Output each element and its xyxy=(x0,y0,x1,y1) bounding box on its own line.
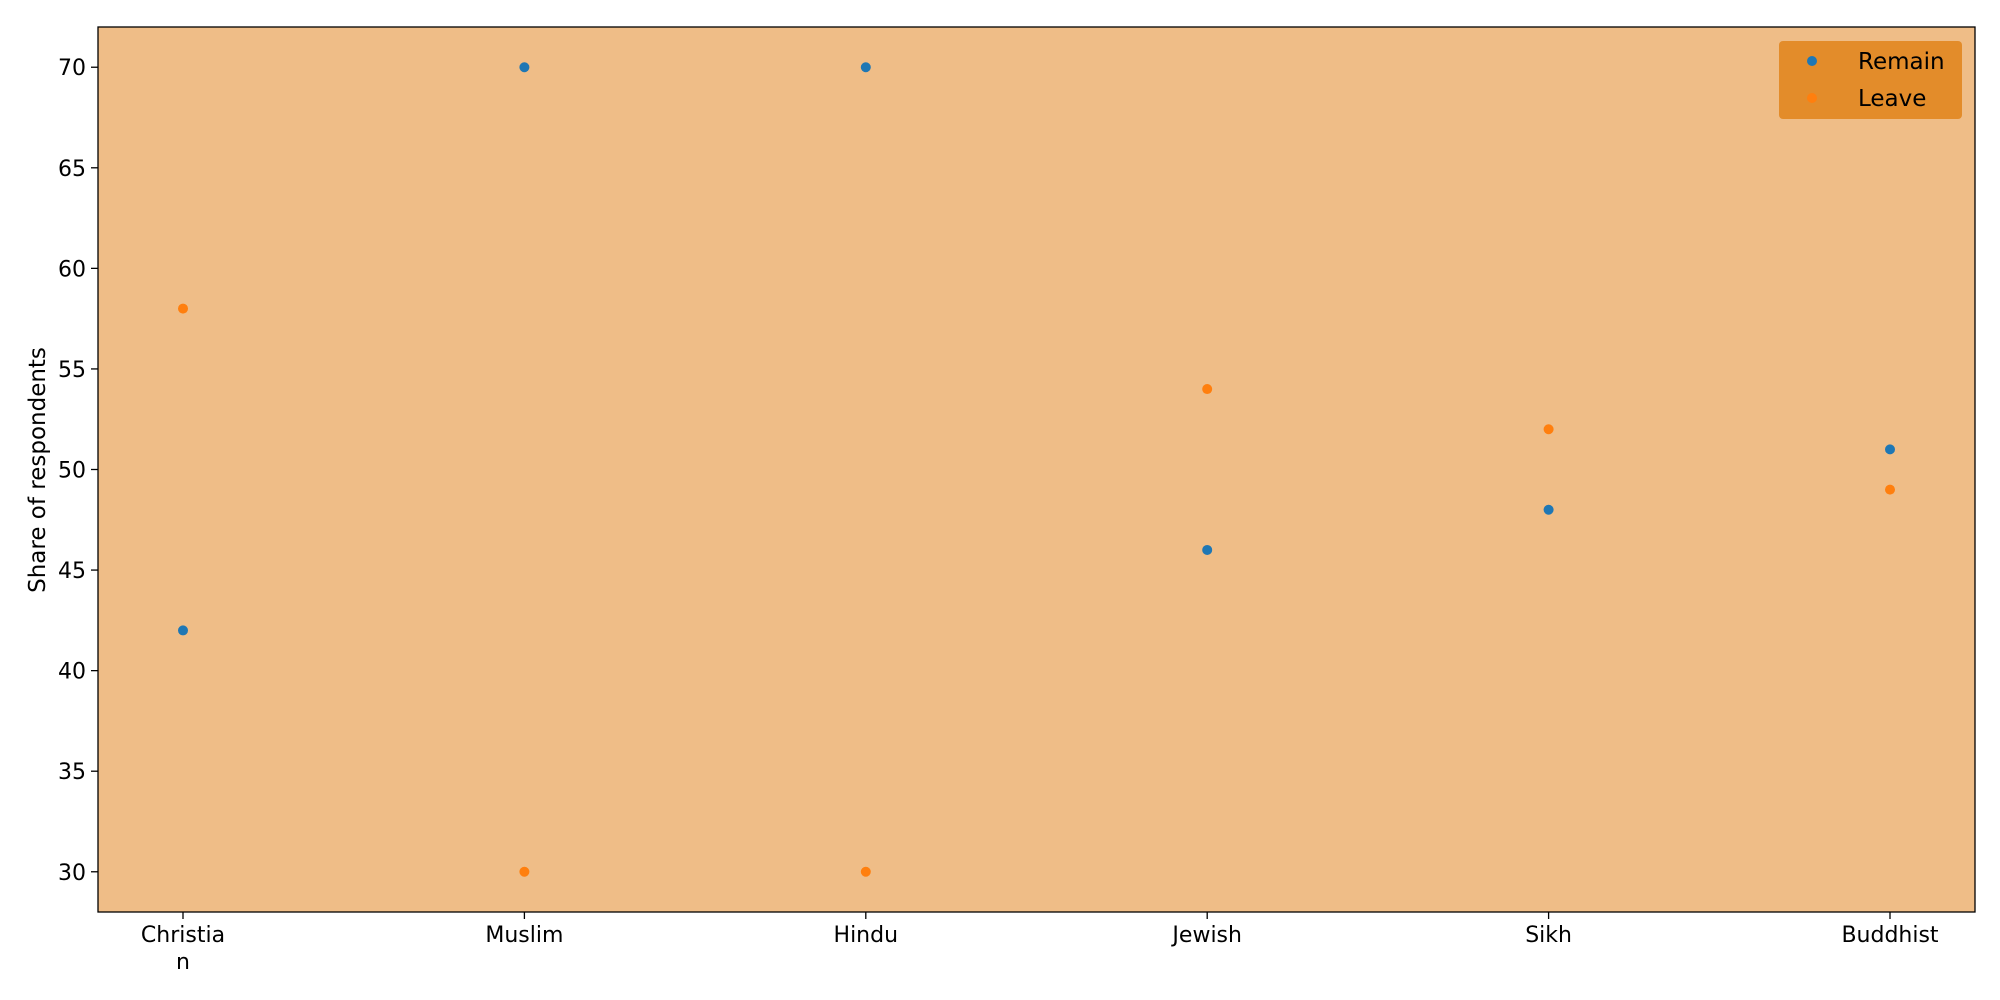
y-tick-label: 60 xyxy=(58,257,86,282)
x-tick-label: n xyxy=(176,950,190,975)
point-remain-muslim xyxy=(519,62,530,73)
legend: Remain Leave xyxy=(1779,41,1962,119)
point-leave-buddhist xyxy=(1885,484,1895,495)
point-leave-sikh xyxy=(1543,424,1554,435)
point-leave-muslim xyxy=(519,866,530,877)
y-tick-label: 55 xyxy=(58,358,86,383)
legend-marker-remain xyxy=(1807,56,1817,66)
x-tick-label: Buddhist xyxy=(1841,923,1938,948)
point-remain-sikh xyxy=(1543,504,1554,515)
x-tick-label: Jewish xyxy=(1170,923,1242,948)
y-tick-label: 45 xyxy=(58,559,86,584)
point-leave-jewish xyxy=(1202,384,1213,395)
plot-area xyxy=(97,26,1976,913)
y-tick-label: 65 xyxy=(58,157,86,182)
legend-marker-leave xyxy=(1807,93,1817,103)
y-axis-label: Share of respondents xyxy=(25,347,51,593)
point-leave-hindu xyxy=(860,866,871,877)
y-tick-label: 70 xyxy=(58,56,86,81)
legend-label-remain: Remain xyxy=(1858,49,1945,75)
y-axis: 30 35 40 45 50 55 60 65 70 xyxy=(58,56,98,886)
y-tick-label: 50 xyxy=(58,459,86,484)
point-leave-christian xyxy=(178,303,188,314)
x-tick-label: Christia xyxy=(141,923,225,948)
legend-label-leave: Leave xyxy=(1858,86,1926,112)
point-remain-buddhist xyxy=(1885,444,1895,455)
y-tick-label: 30 xyxy=(58,861,86,886)
point-remain-hindu xyxy=(860,62,871,73)
point-remain-jewish xyxy=(1202,544,1213,555)
x-tick-label: Muslim xyxy=(485,923,563,948)
legend-box xyxy=(1779,41,1962,119)
x-tick-label: Sikh xyxy=(1525,923,1572,948)
data-points xyxy=(178,62,1895,877)
point-remain-christian xyxy=(178,625,188,636)
y-tick-label: 35 xyxy=(58,760,86,785)
y-tick-label: 40 xyxy=(58,660,86,685)
x-tick-label: Hindu xyxy=(834,923,899,948)
